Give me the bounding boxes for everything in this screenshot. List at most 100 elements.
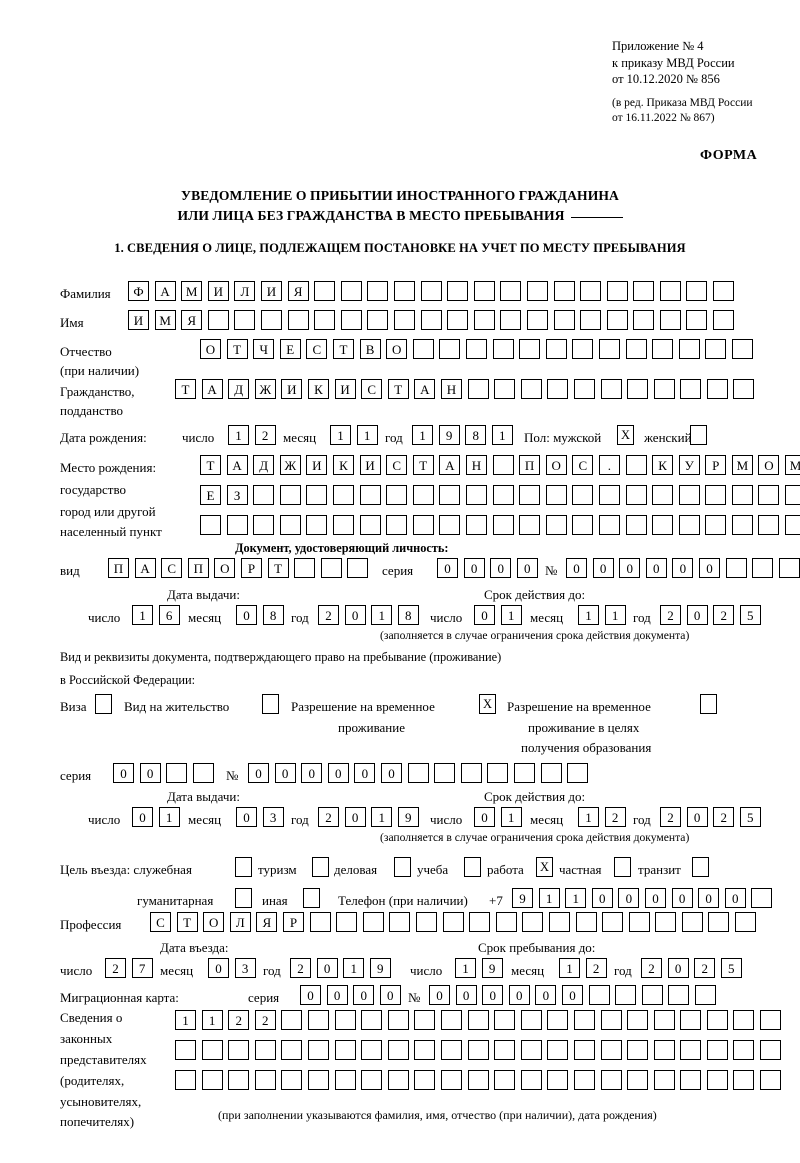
form-cell[interactable] (492, 339, 514, 359)
form-cell[interactable]: О (386, 339, 408, 359)
form-cell[interactable]: 0 (619, 558, 641, 578)
form-cell[interactable] (572, 485, 594, 505)
form-cell[interactable] (520, 1040, 542, 1060)
form-cell[interactable] (494, 1010, 516, 1030)
form-cell[interactable]: Ф (128, 281, 149, 301)
form-cell[interactable]: 0 (698, 558, 720, 578)
form-cell[interactable] (598, 339, 620, 359)
form-cell[interactable]: О (214, 558, 236, 578)
form-cell[interactable]: 0 (248, 763, 269, 783)
form-cell[interactable]: 1 (228, 425, 249, 445)
form-cell[interactable] (668, 985, 690, 1005)
form-cell[interactable]: 1 (343, 958, 365, 978)
form-cell[interactable]: 0 (724, 888, 746, 908)
form-cell[interactable] (412, 339, 434, 359)
form-cell[interactable] (306, 485, 328, 505)
form-cell[interactable]: О (545, 455, 567, 475)
form-cell[interactable]: Е (279, 339, 301, 359)
form-cell[interactable] (226, 515, 248, 535)
form-cell[interactable] (731, 485, 753, 505)
form-cell[interactable] (731, 339, 753, 359)
form-cell[interactable] (751, 888, 773, 908)
form-cell[interactable]: 0 (474, 605, 495, 625)
form-cell[interactable]: 0 (113, 763, 134, 783)
form-cell[interactable]: С (306, 339, 328, 359)
form-cell[interactable] (465, 515, 487, 535)
form-cell[interactable] (340, 310, 362, 330)
form-cell[interactable]: К (307, 379, 329, 399)
form-cell[interactable] (520, 1010, 542, 1030)
form-cell[interactable] (573, 1010, 595, 1030)
form-cell[interactable]: И (359, 455, 381, 475)
form-cell[interactable]: 0 (236, 605, 257, 625)
form-cell[interactable] (625, 515, 647, 535)
form-cell[interactable] (778, 558, 800, 578)
form-cell[interactable] (731, 515, 753, 535)
form-cell[interactable]: 1 (578, 807, 599, 827)
form-cell[interactable] (228, 1040, 250, 1060)
form-cell[interactable]: 2 (318, 807, 339, 827)
form-cell[interactable] (467, 379, 489, 399)
purpose-other-checkbox[interactable] (303, 888, 320, 908)
form-cell[interactable]: М (731, 455, 753, 475)
form-cell[interactable]: 0 (300, 985, 321, 1005)
form-cell[interactable] (760, 1070, 782, 1090)
form-cell[interactable] (686, 310, 708, 330)
form-cell[interactable] (653, 1040, 675, 1060)
form-cell[interactable] (628, 912, 650, 932)
sex-male-checkbox[interactable]: X (617, 425, 634, 445)
form-cell[interactable] (440, 1070, 462, 1090)
form-cell[interactable] (393, 281, 415, 301)
form-cell[interactable] (439, 485, 461, 505)
form-cell[interactable] (733, 1070, 755, 1090)
form-cell[interactable] (680, 1040, 702, 1060)
form-cell[interactable]: 2 (585, 958, 607, 978)
form-cell[interactable]: 2 (318, 605, 339, 625)
form-cell[interactable] (713, 310, 735, 330)
form-cell[interactable] (625, 339, 647, 359)
form-cell[interactable] (447, 281, 469, 301)
form-cell[interactable] (573, 1040, 595, 1060)
form-cell[interactable] (575, 912, 597, 932)
form-cell[interactable] (192, 763, 214, 783)
form-cell[interactable]: К (332, 455, 354, 475)
form-cell[interactable]: Т (176, 912, 198, 932)
form-cell[interactable]: М (785, 455, 800, 475)
form-cell[interactable]: 0 (236, 807, 257, 827)
form-cell[interactable] (522, 912, 544, 932)
form-cell[interactable] (600, 379, 622, 399)
purpose-work-checkbox[interactable]: X (536, 857, 553, 877)
form-cell[interactable] (228, 1070, 250, 1090)
form-cell[interactable]: 1 (604, 605, 626, 625)
form-cell[interactable] (553, 281, 575, 301)
form-cell[interactable]: 0 (561, 985, 583, 1005)
form-cell[interactable]: Р (282, 912, 304, 932)
form-cell[interactable]: А (134, 558, 156, 578)
form-cell[interactable] (281, 1010, 303, 1030)
form-cell[interactable] (279, 515, 301, 535)
form-cell[interactable] (332, 485, 354, 505)
form-cell[interactable] (420, 281, 442, 301)
form-cell[interactable] (440, 1010, 462, 1030)
form-cell[interactable]: 1 (565, 888, 587, 908)
form-cell[interactable]: 1 (538, 888, 560, 908)
form-cell[interactable]: Н (465, 455, 487, 475)
form-cell[interactable] (659, 310, 681, 330)
form-cell[interactable] (545, 339, 567, 359)
form-cell[interactable] (606, 310, 628, 330)
form-cell[interactable]: 2 (290, 958, 311, 978)
form-cell[interactable] (653, 1070, 675, 1090)
form-cell[interactable] (487, 763, 509, 783)
form-cell[interactable] (334, 1040, 356, 1060)
form-cell[interactable] (706, 1040, 728, 1060)
